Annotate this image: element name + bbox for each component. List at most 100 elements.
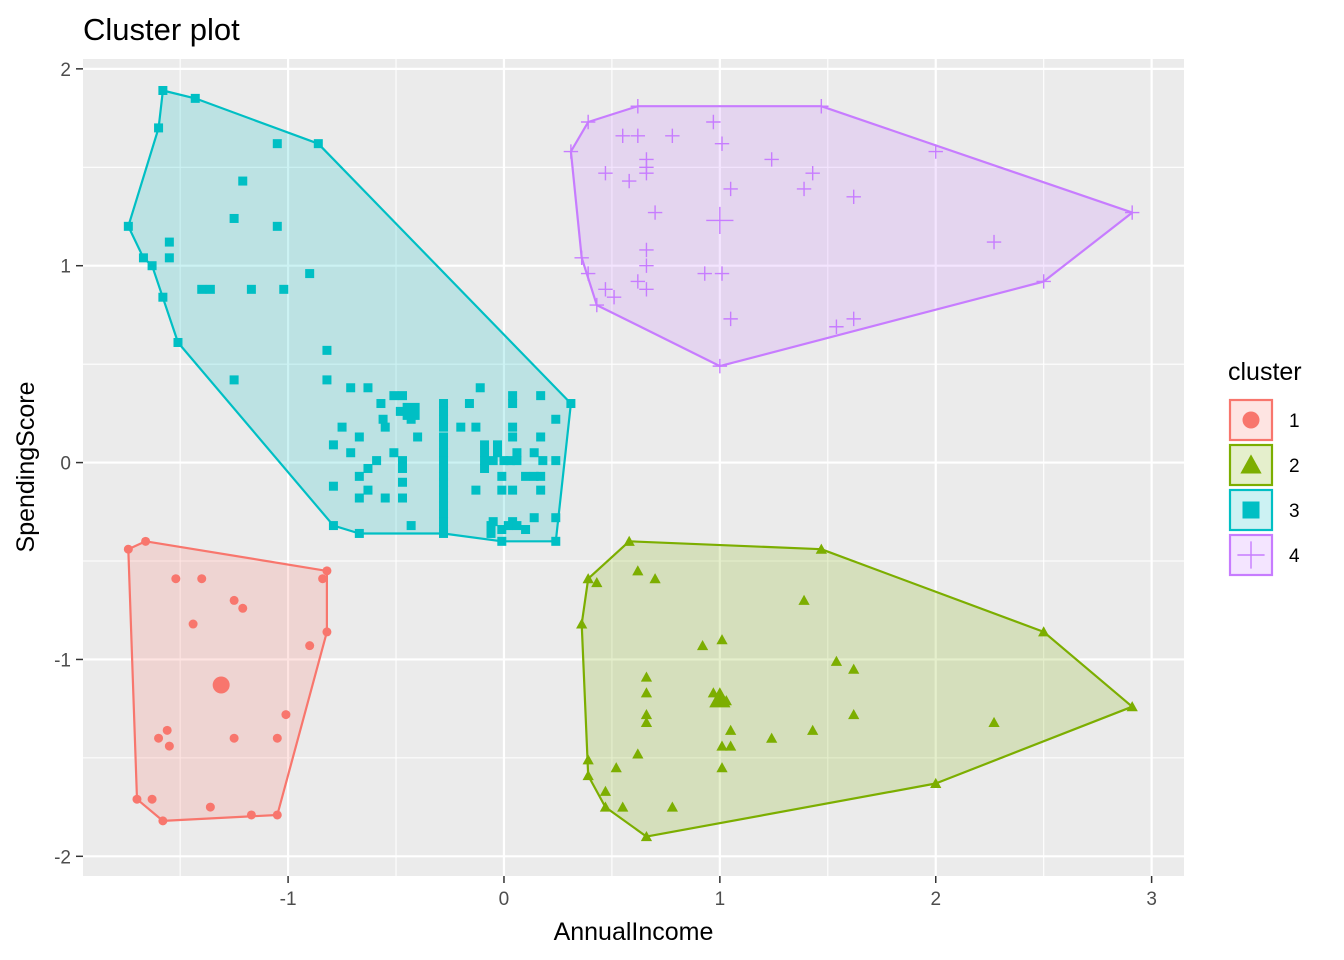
point-cluster-3 [328, 440, 338, 450]
point-cluster-3 [439, 528, 449, 538]
point-cluster-1 [229, 733, 239, 743]
axes: -1 0 1 2 3 -2 -1 0 1 2 [54, 60, 1157, 910]
point-cluster-3 [376, 399, 386, 409]
point-cluster-1 [205, 802, 215, 812]
point-cluster-2 [815, 543, 827, 554]
point-cluster-4 [639, 258, 654, 273]
point-cluster-3 [521, 525, 531, 535]
point-cluster-4 [598, 282, 613, 297]
point-cluster-1 [147, 794, 157, 804]
point-cluster-2 [649, 573, 661, 584]
point-cluster-3 [497, 536, 507, 546]
point-cluster-3 [439, 422, 449, 432]
point-cluster-2 [632, 565, 644, 576]
point-cluster-3 [551, 513, 561, 523]
point-cluster-1 [158, 816, 168, 826]
point-cluster-4 [846, 311, 861, 327]
x-tick-label: 1 [715, 889, 726, 910]
point-cluster-4 [615, 128, 630, 143]
point-cluster-2 [930, 777, 942, 788]
point-cluster-1 [154, 733, 164, 743]
centroid-cluster-2 [709, 688, 731, 708]
point-cluster-3 [508, 432, 518, 442]
point-cluster-3 [272, 139, 282, 149]
legend: cluster 1 2 3 4 [1228, 358, 1302, 577]
point-cluster-3 [480, 440, 490, 450]
y-tick-label: -2 [54, 847, 71, 868]
point-cluster-3 [480, 456, 490, 466]
point-cluster-2 [640, 708, 653, 720]
point-cluster-3 [512, 456, 522, 466]
point-cluster-3 [508, 391, 518, 401]
point-cluster-4 [928, 144, 943, 159]
point-cluster-3 [389, 448, 399, 458]
point-cluster-3 [328, 481, 338, 491]
point-cluster-3 [158, 85, 168, 95]
point-cluster-3 [363, 485, 373, 495]
point-cluster-2 [716, 634, 728, 645]
point-cluster-1 [229, 595, 239, 605]
point-cluster-3 [229, 213, 239, 223]
point-cluster-3 [512, 521, 522, 531]
point-cluster-3 [378, 414, 388, 424]
point-cluster-4 [630, 128, 646, 143]
point-cluster-2 [640, 831, 653, 842]
point-cluster-3 [164, 237, 174, 247]
grid-lines [83, 59, 1184, 876]
point-cluster-3 [508, 485, 518, 495]
point-cluster-1 [272, 733, 282, 743]
legend-label-1: 1 [1289, 411, 1300, 432]
point-cluster-4 [639, 282, 654, 297]
point-cluster-3 [337, 422, 347, 432]
point-cluster-1 [188, 619, 198, 629]
point-cluster-1 [197, 574, 207, 584]
point-cluster-3 [486, 521, 496, 531]
point-cluster-3 [346, 383, 356, 393]
point-cluster-3 [173, 337, 183, 347]
point-cluster-3 [238, 176, 248, 186]
point-cluster-3 [497, 525, 507, 535]
point-cluster-4 [598, 165, 613, 181]
point-cluster-3 [313, 139, 323, 149]
point-cluster-2 [988, 716, 1000, 727]
point-cluster-3 [529, 471, 539, 481]
point-cluster-3 [197, 284, 207, 294]
point-cluster-4 [846, 189, 861, 205]
point-cluster-3 [551, 414, 561, 424]
point-cluster-3 [551, 536, 561, 546]
point-cluster-4 [1036, 274, 1051, 289]
point-cluster-3 [398, 493, 408, 503]
x-tick-label: 3 [1146, 889, 1157, 910]
legend-symbol-1 [1242, 411, 1260, 429]
point-cluster-4 [814, 99, 829, 114]
point-cluster-3 [322, 345, 332, 355]
point-cluster-3 [354, 493, 364, 503]
point-cluster-1 [272, 810, 282, 820]
point-cluster-2 [666, 801, 678, 812]
point-cluster-3 [538, 456, 548, 466]
point-cluster-4 [723, 311, 738, 327]
point-cluster-3 [398, 477, 408, 487]
legend-symbol-3 [1242, 501, 1260, 519]
point-cluster-3 [439, 406, 449, 416]
point-cluster-2 [848, 708, 860, 720]
centroid-cluster-1 [212, 676, 230, 694]
x-tick-label: -1 [280, 889, 297, 910]
point-cluster-1 [305, 641, 315, 651]
point-cluster-2 [696, 640, 709, 651]
point-cluster-3 [464, 399, 474, 409]
point-cluster-2 [617, 801, 629, 812]
point-cluster-3 [439, 414, 449, 424]
point-cluster-2 [576, 618, 588, 629]
point-cluster-1 [164, 741, 174, 751]
point-cluster-1 [318, 574, 328, 584]
point-cluster-3 [508, 399, 518, 409]
point-cluster-2 [766, 732, 778, 743]
point-cluster-4 [574, 250, 589, 266]
point-cluster-4 [706, 114, 721, 130]
point-cluster-1 [322, 566, 332, 576]
point-cluster-4 [580, 266, 596, 281]
point-cluster-3 [439, 399, 449, 409]
point-cluster-4 [986, 234, 1002, 250]
point-cluster-4 [639, 242, 654, 258]
